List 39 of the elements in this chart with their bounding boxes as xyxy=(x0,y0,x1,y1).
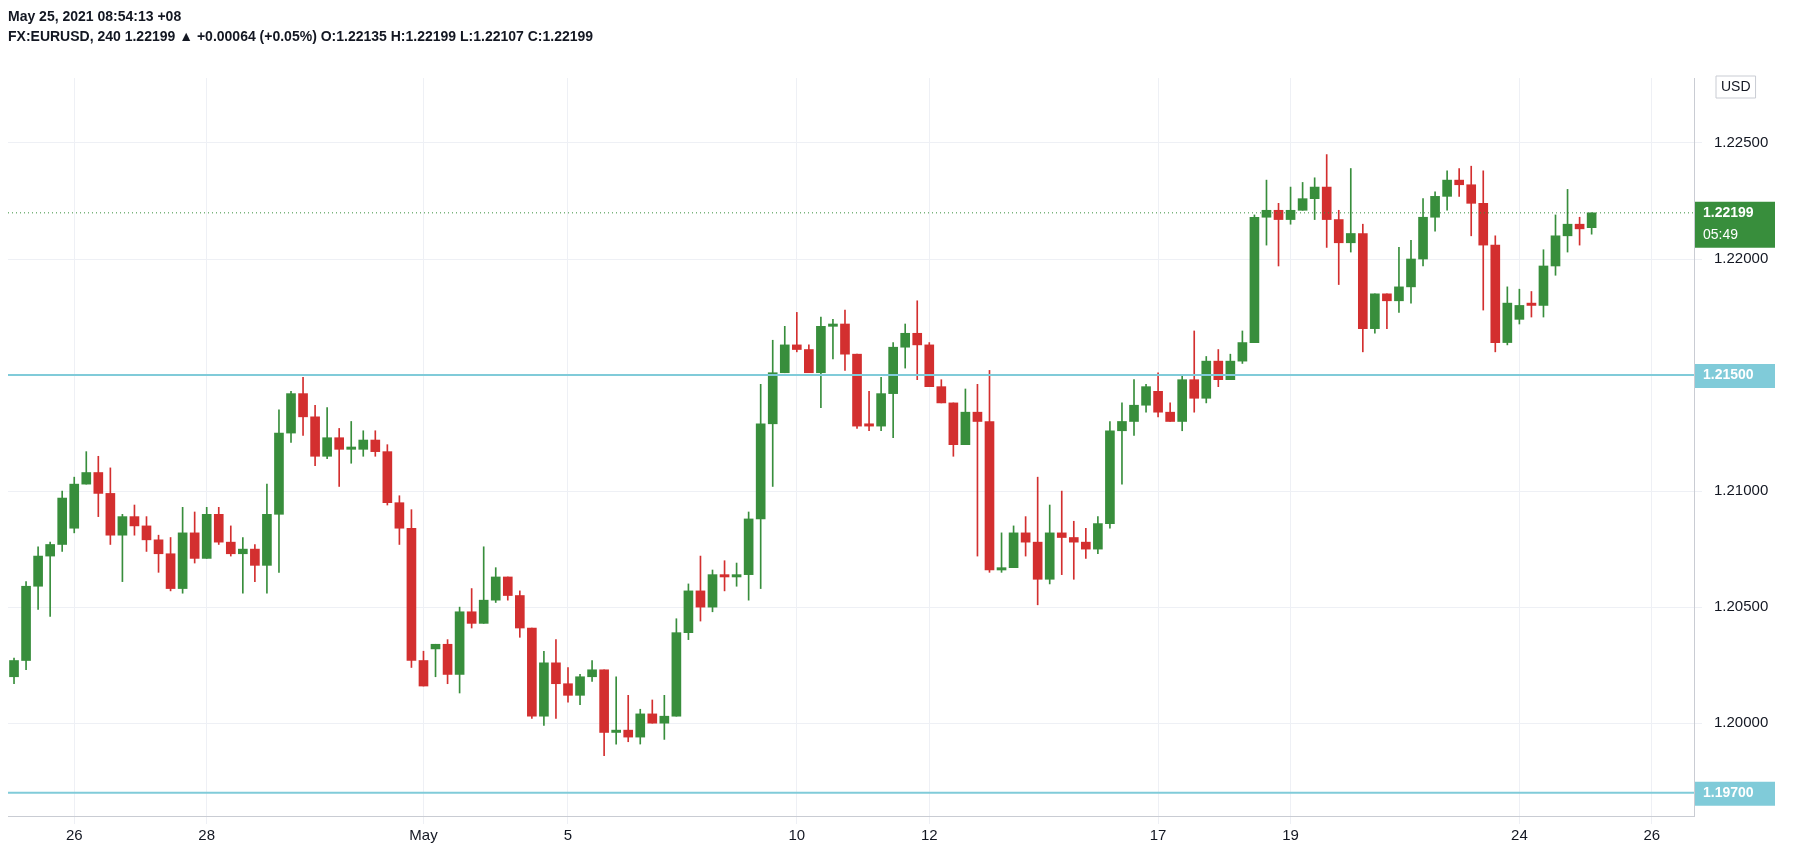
x-tick-label: 24 xyxy=(1511,826,1528,844)
y-tick-label: 1.22000 xyxy=(1714,249,1769,267)
y-tick-label: 1.20000 xyxy=(1714,713,1769,731)
candlestick xyxy=(346,421,357,464)
x-tick-label: 5 xyxy=(563,826,573,844)
candlestick xyxy=(238,537,248,594)
x-tick-label: May xyxy=(409,826,439,844)
x-tick-label: 26 xyxy=(1643,826,1661,844)
candlestick xyxy=(1117,402,1127,485)
candlestick xyxy=(611,676,621,745)
candlestick xyxy=(1454,168,1464,197)
ref-line-label: 1.21500 xyxy=(1703,365,1754,382)
x-tick-label: 28 xyxy=(198,826,216,844)
ref-line-label: 1.22199 xyxy=(1703,203,1754,220)
chart-subtitle: FX:EURUSD, 240 1.22199 ▲ +0.00064 (+0.05%) O:1.22135 H:1.22199 L:1.22107 C:1.22199 xyxy=(8,28,595,46)
x-tick-label: 12 xyxy=(920,826,938,844)
y-axis-title: USD xyxy=(1721,77,1751,94)
x-tick-label: 26 xyxy=(65,826,83,844)
candlestick xyxy=(1056,490,1067,575)
text: 05:49 xyxy=(1703,225,1739,242)
candlestick xyxy=(791,312,802,353)
candlestick xyxy=(912,300,923,381)
y-tick-label: 1.22500 xyxy=(1714,133,1769,151)
candlestick xyxy=(864,390,874,432)
y-tick-label: 1.20500 xyxy=(1714,597,1769,615)
candlestick xyxy=(45,541,55,617)
chart-title: May 25, 2021 08:54:13 +08 xyxy=(8,8,183,26)
candlestick xyxy=(1394,247,1404,313)
x-tick-label: 19 xyxy=(1282,826,1299,844)
candlestick xyxy=(1081,527,1091,559)
candlestick xyxy=(1382,293,1392,329)
y-tick-label: 1.21000 xyxy=(1714,481,1769,499)
candlestick xyxy=(828,319,838,360)
ref-line-label: 1.19700 xyxy=(1703,783,1754,800)
candlestick xyxy=(1068,520,1079,580)
x-tick-label: 10 xyxy=(788,826,806,844)
x-tick-label: 17 xyxy=(1149,826,1167,844)
candlestick xyxy=(623,694,634,743)
candlestick xyxy=(334,428,345,487)
